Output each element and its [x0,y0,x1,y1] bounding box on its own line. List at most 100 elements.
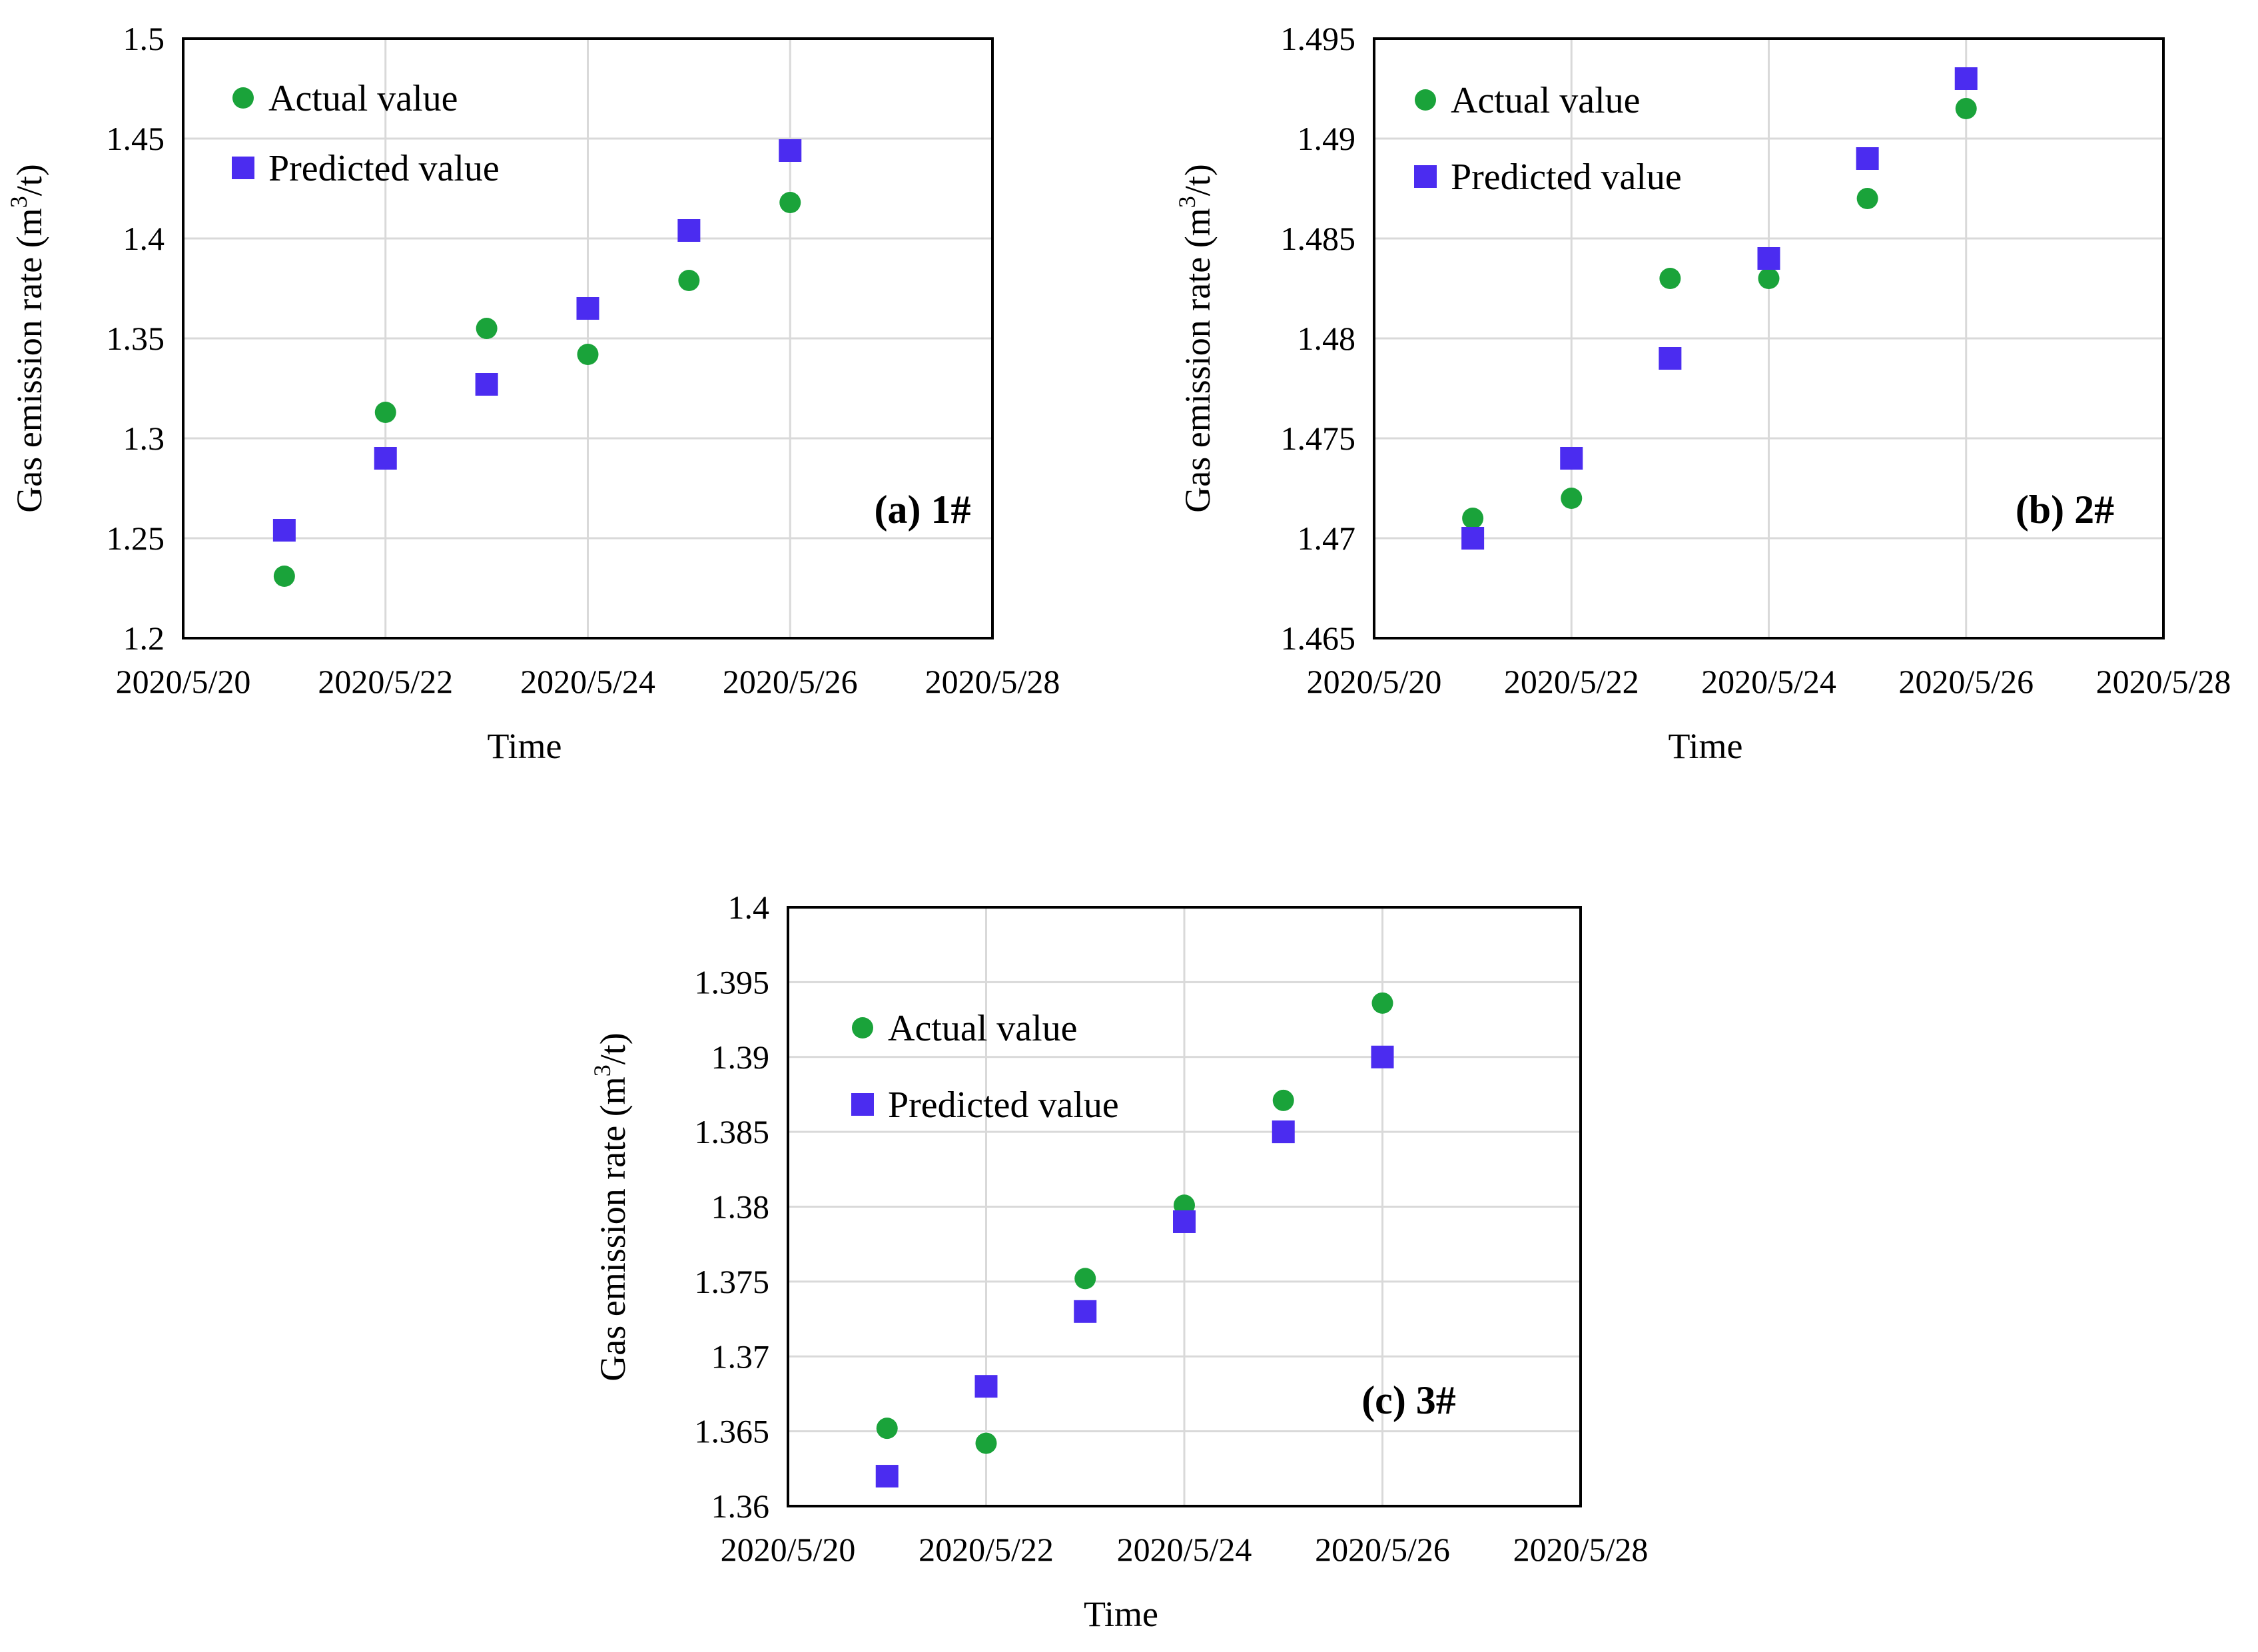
y-tick-label: 1.395 [695,963,770,1001]
actual-value-point [476,318,498,339]
y-tick-label: 1.48 [1298,320,1356,357]
actual-value-point [1758,268,1780,289]
legend-square-marker [1414,165,1437,188]
y-axis-title: Gas emission rate (m3/t) [1174,164,1218,512]
predicted-value-point [779,139,802,162]
y-tick-label: 1.36 [711,1487,770,1525]
predicted-value-point [1659,347,1682,370]
actual-value-point [779,192,801,213]
actual-value-point [1561,488,1583,509]
panel-label: (c) 3# [1361,1378,1456,1422]
predicted-value-point [1371,1045,1394,1068]
x-tick-label: 2020/5/20 [116,663,251,700]
y-tick-label: 1.39 [711,1038,770,1076]
x-tick-label: 2020/5/22 [318,663,453,700]
x-tick-label: 2020/5/26 [723,663,858,700]
y-tick-label: 1.3 [123,420,165,457]
y-axis-title-suffix: /t) [1178,164,1218,196]
x-tick-label: 2020/5/20 [1307,663,1442,700]
panel-label: (a) 1# [875,488,971,532]
y-tick-label: 1.475 [1281,420,1356,457]
legend-label: Actual value [268,78,458,119]
y-tick-label: 1.485 [1281,220,1356,257]
legend-square-marker [232,157,254,179]
y-axis-title-prefix: Gas emission rate (m [593,1076,633,1381]
predicted-value-point [875,1465,899,1488]
x-axis-title: Time [1668,726,1742,766]
y-tick-label: 1.47 [1298,520,1356,557]
x-axis-title: Time [487,726,562,766]
y-tick-label: 1.375 [695,1263,770,1300]
predicted-value-point [1173,1210,1196,1233]
actual-value-point [1659,268,1681,289]
y-tick-label: 1.495 [1281,20,1356,57]
y-tick-label: 1.5 [123,20,165,57]
actual-value-point [1955,98,1977,119]
legend-circle-marker [1415,89,1436,111]
actual-value-point [374,402,396,423]
y-tick-label: 1.4 [728,889,770,926]
x-tick-label: 2020/5/22 [1504,663,1639,700]
legend-label: Predicted value [888,1084,1119,1126]
x-tick-label: 2020/5/22 [919,1531,1054,1568]
y-axis-title-superscript: 3 [1174,196,1200,208]
x-tick-label: 2020/5/20 [721,1531,856,1568]
predicted-value-point [1757,247,1780,270]
chart-panel-2: 1.465 1.47 1.475 1.48 1.485 1.49 1.495 2020/5/2… [1174,20,2231,766]
actual-value-point [1371,992,1393,1014]
x-tick-label: 2020/5/28 [1513,1531,1649,1568]
y-tick-label: 1.2 [123,620,165,657]
actual-value-point [1074,1268,1096,1290]
y-axis-title-prefix: Gas emission rate (m [9,208,49,512]
actual-value-point [678,270,700,291]
actual-value-point [273,566,295,587]
y-axis-title-suffix: /t) [9,164,49,196]
chart-panel-3: 1.36 1.365 1.37 1.375 1.38 1.385 1.39 1.395 1.4 2… [589,889,1648,1634]
y-tick-label: 1.37 [711,1338,770,1375]
predicted-value-point [1856,147,1879,170]
actual-value-point [975,1432,997,1454]
plot-area-frame [1373,37,2165,639]
legend-label: Predicted value [1451,157,1682,198]
x-tick-label: 2020/5/24 [1117,1531,1252,1568]
y-axis-title-superscript: 3 [5,196,32,208]
actual-value-point [1272,1089,1294,1111]
predicted-value-point [272,519,296,542]
plot-area-frame [182,37,994,639]
legend-label: Predicted value [268,148,500,189]
predicted-value-point [677,219,701,242]
y-axis-title: Gas emission rate (m3/t) [5,164,49,512]
legend-square-marker [851,1093,874,1116]
actual-value-point [876,1418,898,1440]
predicted-value-point [1954,67,1978,90]
y-tick-label: 1.35 [107,320,165,357]
predicted-value-point [576,297,599,320]
legend-label: Actual value [888,1008,1078,1049]
predicted-value-point [374,447,397,470]
plot-area-frame [787,906,1582,1507]
x-tick-label: 2020/5/26 [1315,1531,1450,1568]
predicted-value-point [974,1375,998,1398]
legend-label: Actual value [1451,80,1641,121]
x-tick-label: 2020/5/24 [520,663,655,700]
y-tick-label: 1.385 [695,1113,770,1150]
y-tick-label: 1.49 [1298,120,1356,157]
predicted-value-point [1560,447,1583,470]
y-axis-title-superscript: 3 [589,1064,615,1076]
legend-circle-marker [232,87,254,109]
y-axis-title: Gas emission rate (m3/t) [589,1032,633,1381]
x-tick-label: 2020/5/24 [1701,663,1836,700]
x-tick-label: 2020/5/28 [925,663,1060,700]
y-tick-label: 1.45 [107,120,165,157]
y-tick-label: 1.38 [711,1188,770,1226]
x-tick-label: 2020/5/28 [2096,663,2231,700]
y-tick-label: 1.365 [695,1413,770,1450]
panel-label: (b) 2# [2016,488,2114,532]
y-tick-label: 1.4 [123,220,165,257]
y-axis-title-suffix: /t) [593,1032,633,1064]
predicted-value-point [475,373,498,396]
predicted-value-point [1074,1300,1097,1323]
predicted-value-point [1461,527,1485,550]
actual-value-point [1462,508,1484,529]
